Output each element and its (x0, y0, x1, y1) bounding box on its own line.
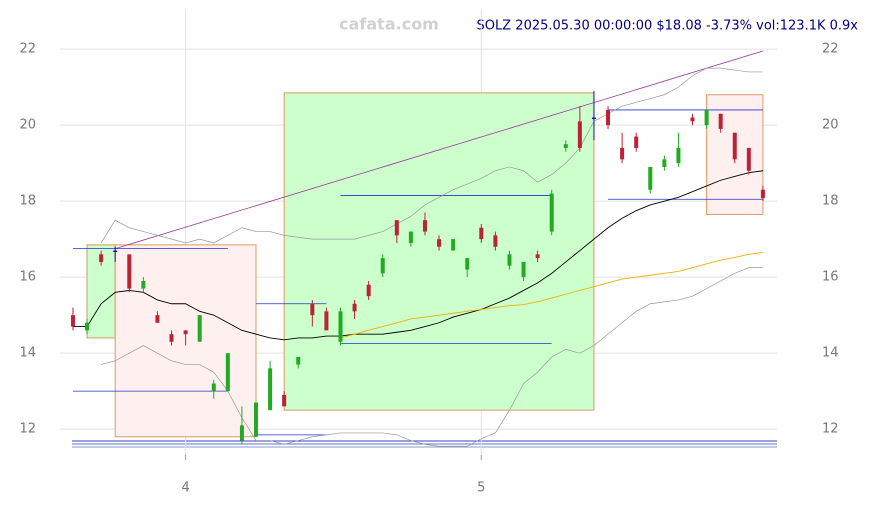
candle-body (760, 189, 765, 199)
overlay-line (72, 170, 763, 341)
overlay-line (340, 252, 763, 339)
candle-body (634, 136, 639, 148)
candle-body (70, 315, 75, 327)
y-tick-label-right: 22 (822, 42, 839, 57)
y-tick-label-right: 16 (822, 270, 839, 285)
candle-body (437, 239, 442, 247)
candle-body (577, 121, 582, 148)
candle-body (732, 132, 737, 160)
candle-body (690, 117, 695, 122)
candle-body (521, 261, 526, 278)
candle-body (479, 227, 484, 240)
y-tick-label-right: 12 (822, 422, 839, 437)
overlay-line (101, 267, 763, 447)
watermark: cafata.com (339, 15, 439, 34)
candle-body (507, 254, 512, 266)
candle-body (254, 402, 259, 437)
trend-line (115, 50, 764, 250)
candle-body (451, 239, 456, 251)
candle-body (422, 220, 427, 232)
candle-body (591, 117, 596, 120)
candle-body (648, 166, 653, 190)
candle-body (310, 303, 315, 316)
y-tick-label: 16 (19, 270, 36, 285)
candle-body (338, 311, 343, 342)
candle-body (155, 315, 160, 323)
chart-title: SOLZ 2025.05.30 00:00:00 $18.08 -3.73% v… (477, 19, 859, 34)
candle-body (324, 311, 329, 331)
candle-body (366, 284, 371, 297)
y-tick-label-right: 14 (822, 346, 839, 361)
overlay-line (100, 67, 763, 244)
y-tick-label-right: 18 (822, 194, 839, 209)
candle-body (380, 258, 385, 274)
candle-body (662, 159, 667, 167)
candle-body (113, 250, 118, 253)
candle-body (211, 383, 216, 392)
candle-body (394, 220, 399, 236)
y-tick-label: 22 (19, 42, 36, 57)
candle-body (408, 231, 413, 243)
candle-body (746, 147, 751, 171)
y-tick-label-right: 20 (822, 118, 839, 133)
candle-body (197, 315, 202, 342)
candle-body (127, 254, 132, 289)
candle-body (141, 280, 146, 289)
candle-body (563, 144, 568, 148)
x-tick-label: 5 (477, 481, 485, 496)
y-tick-label: 20 (19, 118, 36, 133)
candle-body (99, 254, 104, 262)
y-tick-label: 14 (19, 346, 36, 361)
zone-box (283, 92, 595, 411)
candle-body (493, 235, 498, 247)
candle-body (169, 334, 174, 342)
candle-body (549, 193, 554, 232)
candle-body (718, 113, 723, 129)
candle-body (676, 147, 681, 164)
candle-body (465, 258, 470, 270)
x-tick-label: 4 (181, 481, 189, 496)
candle-body (620, 147, 625, 160)
candle-body (239, 425, 244, 441)
candle-body (606, 109, 611, 126)
candle-body (535, 254, 540, 259)
candle-body (268, 368, 273, 411)
candle-body (282, 394, 287, 407)
candle-body (183, 330, 188, 335)
candle-body (704, 109, 709, 126)
candle-body (296, 356, 301, 365)
y-tick-label: 18 (19, 194, 36, 209)
y-tick-label: 12 (19, 422, 36, 437)
candle-body (85, 322, 90, 331)
candle-body (352, 303, 357, 312)
candle-body (225, 353, 230, 392)
